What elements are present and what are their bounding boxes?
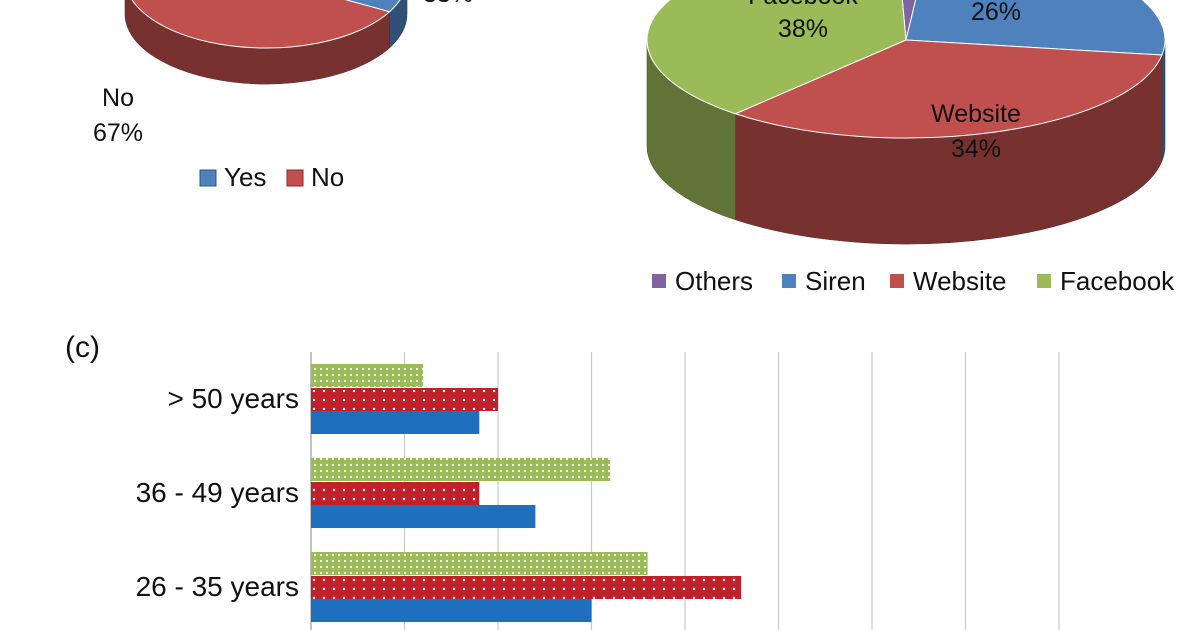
bar-green-2 [311, 552, 648, 575]
category-label-36-49: 36 - 49 years [136, 477, 299, 508]
legend-label-yes: Yes [224, 162, 266, 192]
pie-b-legend: Others Siren Website Facebook [652, 266, 1175, 296]
pie-a-label-no-name: No [102, 84, 134, 112]
pie-a-slice-no [131, 0, 391, 49]
pie-chart-a [124, 0, 408, 85]
legend-label-facebook: Facebook [1060, 266, 1175, 296]
bar-green-0 [311, 364, 424, 387]
bar-blue-1 [311, 505, 536, 528]
legend-swatch-others [652, 274, 666, 288]
bar-red-0 [311, 388, 498, 411]
pie-b-label-website-pct: 34% [951, 135, 1001, 163]
bar-chart-c [311, 364, 742, 622]
pie-chart-b [646, 0, 1166, 245]
pie-b-label-website-name: Website [931, 100, 1021, 128]
category-label-26-35: 26 - 35 years [136, 571, 299, 602]
category-label-gt50: > 50 years [167, 383, 299, 414]
legend-swatch-yes [199, 169, 217, 187]
pie-b-slice-facebook [646, 0, 907, 115]
legend-swatch-siren [782, 274, 796, 288]
pie-a-slice-yes [344, 0, 401, 13]
legend-swatch-website [890, 274, 904, 288]
pie-b-slice-others [901, 0, 917, 41]
legend-swatch-facebook [1037, 274, 1051, 288]
legend-label-others: Others [675, 266, 753, 296]
pie-a-label-yes-pct: 33% [423, 0, 473, 8]
legend-swatch-no [286, 169, 304, 187]
bar-red-1 [311, 482, 480, 505]
pie-b-label-facebook-name: Facebook [748, 0, 858, 10]
pie-b-side-siren [1161, 39, 1166, 162]
pie-a-legend: Yes No [199, 162, 344, 192]
pie-b-slice-website [733, 39, 1163, 139]
legend-label-siren: Siren [805, 266, 866, 296]
pie-b-slice-siren [905, 0, 1166, 56]
legend-label-no: No [311, 162, 344, 192]
bar-green-1 [311, 458, 611, 481]
bar-red-2 [311, 576, 742, 599]
bar-blue-0 [311, 411, 480, 434]
pie-b-label-facebook-pct: 38% [778, 15, 828, 43]
pie-a-label-no-pct: 67% [93, 119, 143, 147]
legend-label-website: Website [913, 266, 1006, 296]
pie-b-label-siren-pct: 26% [971, 0, 1021, 26]
bar-blue-2 [311, 599, 592, 622]
panel-label-c: (c) [65, 331, 100, 364]
